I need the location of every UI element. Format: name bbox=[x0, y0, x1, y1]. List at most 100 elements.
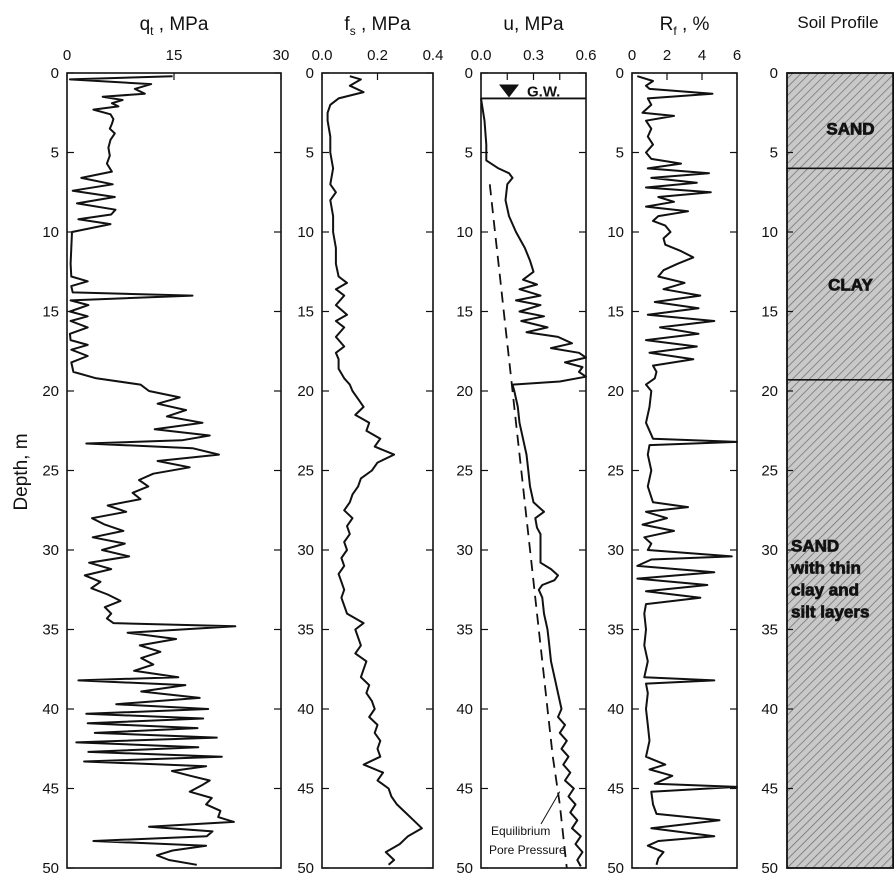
y-tick-label: 30 bbox=[297, 542, 314, 559]
y-tick-label: 10 bbox=[42, 224, 59, 241]
panel-title: fs , MPa bbox=[344, 14, 411, 38]
y-tick-label: 0 bbox=[465, 65, 473, 82]
y-tick-label: 0 bbox=[51, 65, 59, 82]
fs-panel: fs , MPa 0.0 0.2 0.4 0 5 10 15 20 25 30 35 40 45 50 bbox=[297, 14, 443, 875]
y-tick-label: 35 bbox=[607, 622, 624, 639]
y-tick-label: 45 bbox=[761, 781, 778, 798]
y-tick-label: 5 bbox=[51, 145, 59, 162]
x-tick-label: 0 bbox=[63, 47, 71, 64]
y-tick-label: 20 bbox=[297, 383, 314, 400]
y-tick-label: 5 bbox=[770, 145, 778, 162]
y-tick-label: 45 bbox=[42, 781, 59, 798]
soil-panel: Soil Profile SAND CLAY SAND with thin clay an… bbox=[761, 13, 894, 875]
y-tick-label: 30 bbox=[761, 542, 778, 559]
y-tick-label: 25 bbox=[607, 463, 624, 480]
y-tick-label: 25 bbox=[456, 463, 473, 480]
soil-layer-label: SAND bbox=[791, 537, 839, 556]
soil-layer-label: with thin bbox=[790, 559, 861, 578]
soil-profile-title: Soil Profile bbox=[797, 13, 878, 32]
qt-panel: qt , MPa 0 15 30 0 5 10 15 20 25 30 35 40 45 50 bbox=[42, 14, 289, 875]
y-tick-label: 35 bbox=[761, 622, 778, 639]
y-tick-label: 45 bbox=[297, 781, 314, 798]
y-tick-label: 15 bbox=[761, 304, 778, 321]
y-tick-label: 20 bbox=[607, 383, 624, 400]
y-tick-label: 50 bbox=[456, 860, 473, 875]
y-tick-label: 15 bbox=[42, 304, 59, 321]
u-panel: u, MPa 0.0 0.3 0.6 0 5 10 15 20 25 30 35 40 45 50 G.W. E… bbox=[456, 14, 596, 875]
soil-layer-1 bbox=[786, 167, 894, 381]
soil-layer-2 bbox=[786, 379, 894, 869]
y-tick-label: 10 bbox=[297, 224, 314, 241]
y-tick-label: 35 bbox=[297, 622, 314, 639]
y-tick-label: 20 bbox=[42, 383, 59, 400]
x-tick-label: 0 bbox=[628, 47, 636, 64]
y-tick-label: 50 bbox=[297, 860, 314, 875]
y-tick-label: 40 bbox=[456, 701, 473, 718]
y-tick-label: 50 bbox=[42, 860, 59, 875]
y-tick-label: 5 bbox=[616, 145, 624, 162]
y-tick-label: 40 bbox=[297, 701, 314, 718]
x-tick-label: 15 bbox=[166, 47, 183, 64]
y-tick-label: 35 bbox=[456, 622, 473, 639]
y-tick-label: 40 bbox=[607, 701, 624, 718]
equilibrium-label-line2: Pore Pressure bbox=[489, 843, 566, 857]
y-tick-label: 5 bbox=[306, 145, 314, 162]
y-tick-label: 40 bbox=[42, 701, 59, 718]
y-tick-label: 15 bbox=[607, 304, 624, 321]
plot-frame bbox=[480, 72, 587, 869]
y-tick-label: 15 bbox=[297, 304, 314, 321]
rf-panel: Rf , % 0 2 4 6 0 5 10 15 20 25 30 35 40 45 50 bbox=[607, 14, 741, 875]
x-tick-label: 0.0 bbox=[312, 47, 333, 64]
depth-axis-label: Depth, m bbox=[11, 433, 32, 510]
y-tick-label: 50 bbox=[607, 860, 624, 875]
y-tick-label: 10 bbox=[607, 224, 624, 241]
x-tick-label: 0.0 bbox=[471, 47, 492, 64]
panel-title: Rf , % bbox=[660, 14, 710, 38]
y-tick-label: 50 bbox=[761, 860, 778, 875]
x-tick-label: 2 bbox=[663, 47, 671, 64]
x-tick-label: 6 bbox=[733, 47, 741, 64]
x-tick-label: 4 bbox=[698, 47, 706, 64]
y-tick-label: 0 bbox=[770, 65, 778, 82]
soil-layer-label: CLAY bbox=[828, 275, 873, 294]
series-line-0 bbox=[326, 75, 423, 866]
y-tick-label: 35 bbox=[42, 622, 59, 639]
soil-layer-label: silt layers bbox=[791, 603, 869, 622]
y-tick-label: 45 bbox=[456, 781, 473, 798]
x-tick-label: 0.4 bbox=[423, 47, 444, 64]
y-tick-label: 30 bbox=[607, 542, 624, 559]
x-tick-label: 0.2 bbox=[367, 47, 388, 64]
equilibrium-label-line1: Equilibrium bbox=[491, 824, 550, 838]
y-tick-label: 40 bbox=[761, 701, 778, 718]
y-tick-label: 0 bbox=[616, 65, 624, 82]
y-tick-label: 25 bbox=[42, 463, 59, 480]
groundwater-label: G.W. bbox=[527, 83, 560, 100]
y-tick-label: 5 bbox=[465, 145, 473, 162]
series-line-0 bbox=[68, 75, 237, 866]
y-tick-label: 0 bbox=[306, 65, 314, 82]
soil-layer-label: SAND bbox=[826, 120, 874, 139]
series-line-equilibrium bbox=[488, 184, 568, 869]
y-tick-label: 25 bbox=[761, 463, 778, 480]
groundwater-triangle-icon bbox=[499, 84, 519, 98]
y-tick-label: 30 bbox=[456, 542, 473, 559]
soil-layer-label: clay and bbox=[791, 581, 859, 600]
y-tick-label: 45 bbox=[607, 781, 624, 798]
y-tick-label: 30 bbox=[42, 542, 59, 559]
series-line-0 bbox=[636, 75, 738, 866]
y-tick-label: 25 bbox=[297, 463, 314, 480]
y-tick-label: 20 bbox=[761, 383, 778, 400]
y-tick-label: 15 bbox=[456, 304, 473, 321]
panel-title: u, MPa bbox=[503, 14, 564, 35]
series-line-measured bbox=[480, 98, 587, 867]
y-tick-label: 10 bbox=[456, 224, 473, 241]
y-tick-label: 20 bbox=[456, 383, 473, 400]
panel-title: qt , MPa bbox=[140, 14, 209, 38]
y-tick-label: 10 bbox=[761, 224, 778, 241]
x-tick-label: 30 bbox=[273, 47, 290, 64]
x-tick-label: 0.3 bbox=[523, 47, 544, 64]
x-tick-label: 0.6 bbox=[576, 47, 597, 64]
equilibrium-leader-line bbox=[540, 791, 561, 825]
